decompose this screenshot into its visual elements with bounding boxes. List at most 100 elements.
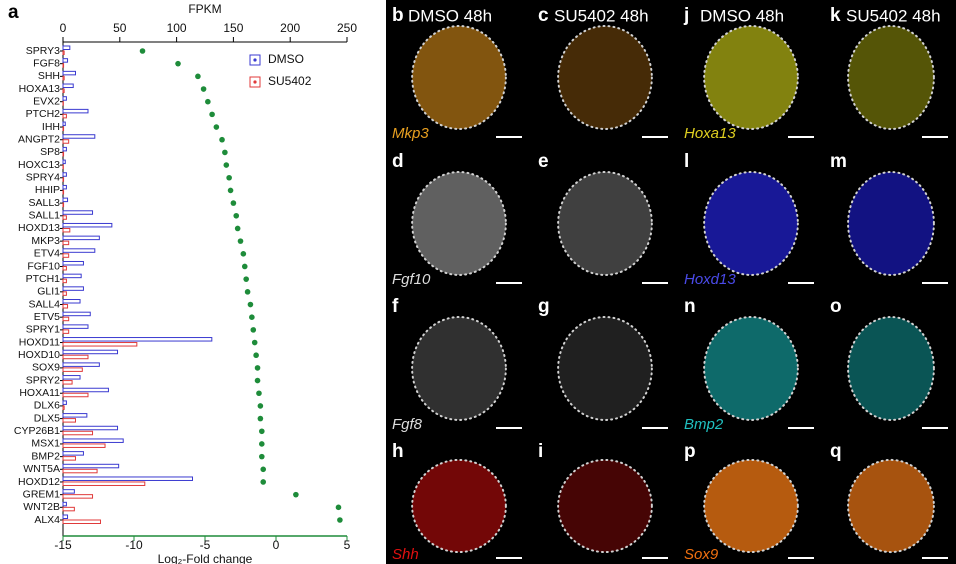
bar	[63, 228, 70, 232]
category-label: HOXD13	[18, 222, 60, 234]
bar	[63, 198, 68, 202]
tissue	[558, 26, 652, 129]
fold-change-dot	[253, 352, 259, 358]
tissue	[412, 317, 506, 420]
category-label: PTCH1	[26, 273, 61, 285]
bottom-axis-label: Log₂-Fold change	[158, 552, 253, 564]
tissue	[412, 172, 506, 275]
bar	[63, 406, 64, 410]
legend-dot	[253, 80, 256, 83]
bar	[63, 515, 68, 519]
bar	[63, 241, 69, 245]
bar	[63, 261, 83, 265]
panel-letter: l	[684, 151, 689, 172]
image-panel: q	[826, 436, 956, 564]
category-label: WNT2B	[23, 501, 60, 513]
bar	[63, 274, 81, 278]
bar	[63, 292, 66, 296]
fold-change-dot	[140, 48, 146, 54]
category-label: HOXD10	[18, 349, 60, 361]
category-label: HHIP	[35, 184, 60, 196]
fold-change-dot	[259, 454, 265, 460]
bar	[63, 350, 118, 354]
panel-letter: q	[830, 441, 842, 462]
top-tick-label: 150	[223, 21, 243, 35]
fold-change-dot	[241, 251, 247, 257]
category-label: MSX1	[31, 438, 60, 450]
bar	[63, 71, 75, 75]
tissue	[704, 26, 798, 129]
fold-change-dot	[337, 517, 343, 523]
bar	[63, 490, 74, 494]
bar	[63, 444, 105, 448]
bar	[63, 254, 69, 257]
top-tick-label: 0	[60, 21, 67, 35]
bar	[63, 173, 66, 177]
bar	[63, 469, 97, 473]
category-label: FGF10	[27, 260, 60, 272]
bar	[63, 520, 100, 524]
bar	[63, 122, 65, 126]
bar	[63, 312, 90, 316]
bar	[63, 127, 64, 130]
legend-dot	[253, 58, 256, 61]
bar	[63, 46, 70, 50]
top-tick-label: 100	[167, 21, 187, 35]
fold-change-dot	[209, 112, 215, 118]
panel-title: DMSO 48h	[700, 6, 784, 25]
bar	[63, 317, 69, 321]
category-label: SPRY1	[26, 324, 60, 336]
fold-change-dot	[255, 365, 261, 371]
gene-label: Bmp2	[684, 416, 724, 433]
category-label: HOXC13	[18, 159, 60, 171]
image-panel: m	[826, 146, 956, 289]
panel-letter: o	[830, 296, 842, 317]
fold-change-dot	[255, 378, 261, 384]
category-label: ETV5	[34, 311, 60, 323]
bar	[63, 401, 66, 405]
gene-label: Mkp3	[392, 125, 429, 142]
bar	[63, 502, 66, 506]
tissue	[412, 460, 506, 552]
fold-change-dot	[231, 200, 237, 206]
panel-letter: b	[392, 5, 404, 26]
bar	[63, 185, 66, 189]
bar	[63, 464, 119, 468]
category-label: SHH	[38, 70, 60, 82]
bar	[63, 393, 88, 397]
fold-change-dot	[293, 492, 299, 498]
category-label: WNT5A	[23, 463, 60, 475]
panel-letter: c	[538, 5, 549, 26]
bar	[63, 477, 193, 481]
category-label: SALL1	[28, 210, 60, 222]
panel-letter: e	[538, 151, 549, 172]
bar	[63, 431, 93, 435]
bar	[63, 305, 68, 309]
bottom-tick-label: 5	[344, 538, 351, 552]
category-label: SOX9	[32, 362, 60, 374]
tissue	[558, 172, 652, 275]
category-label: CYP26B1	[14, 425, 60, 437]
top-tick-label: 200	[280, 21, 300, 35]
bar	[63, 223, 112, 227]
category-label: PTCH2	[26, 108, 61, 120]
panel-letter: h	[392, 441, 404, 462]
fold-change-dot	[260, 466, 266, 472]
bar	[63, 160, 65, 164]
image-panel: i	[534, 436, 676, 564]
fold-change-dot	[258, 403, 264, 409]
tissue	[412, 26, 506, 129]
bar	[63, 64, 64, 68]
bar	[63, 507, 74, 511]
tissue	[558, 317, 652, 420]
fold-change-dot	[245, 289, 251, 295]
panel-letter: f	[392, 296, 399, 317]
bar	[63, 190, 64, 194]
fold-change-dot	[219, 137, 225, 143]
